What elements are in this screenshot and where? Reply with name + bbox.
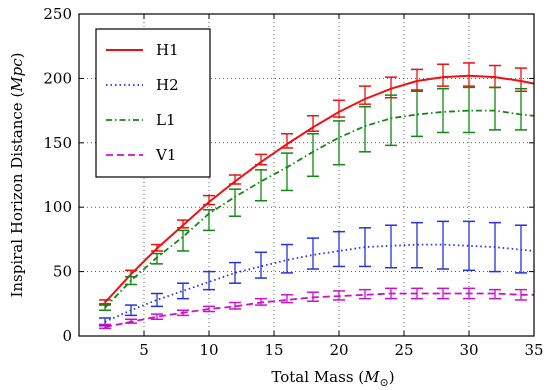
x-tick-label: 35 — [524, 341, 543, 359]
x-tick-label: 30 — [459, 341, 478, 359]
y-tick-label: 100 — [43, 198, 72, 216]
x-axis-title: Total Mass (M⊙) — [271, 368, 394, 389]
legend-box — [95, 28, 211, 178]
legend-item-h1: H1 — [106, 41, 179, 59]
x-tick-label: 15 — [264, 341, 283, 359]
plot-frame — [78, 13, 535, 337]
series-h2 — [99, 220, 535, 327]
y-axis-title: Inspiral Horizon Distance (Mpc) — [8, 52, 26, 297]
legend-label: H1 — [156, 41, 179, 59]
series-line — [104, 109, 535, 309]
x-tick-label: 10 — [199, 341, 218, 359]
x-tick-label: 25 — [394, 341, 413, 359]
series-line — [104, 74, 535, 304]
series-h1 — [99, 62, 535, 305]
plot-series — [99, 62, 535, 330]
axis-ticks: 5 10 15 20 25 30 35 0 50 100 150 200 250 — [43, 5, 543, 359]
y-tick-label: 0 — [62, 327, 72, 345]
series-line — [104, 292, 534, 328]
legend-item-v1: V1 — [106, 146, 176, 164]
y-tick-label: 150 — [43, 134, 72, 152]
legend-label: L1 — [156, 111, 176, 129]
y-tick-label: 50 — [53, 263, 72, 281]
x-tick-label: 20 — [329, 341, 348, 359]
y-tick-label: 200 — [43, 69, 72, 87]
legend: H1 H2 L1 V1 — [95, 28, 211, 178]
legend-item-h2: H2 — [106, 76, 179, 94]
x-tick-label: 5 — [139, 341, 149, 359]
series-v1 — [99, 287, 534, 330]
legend-label: H2 — [156, 76, 179, 94]
legend-item-l1: L1 — [106, 111, 176, 129]
legend-label: V1 — [155, 146, 176, 164]
y-tick-label: 250 — [43, 5, 72, 23]
series-l1 — [99, 86, 535, 311]
